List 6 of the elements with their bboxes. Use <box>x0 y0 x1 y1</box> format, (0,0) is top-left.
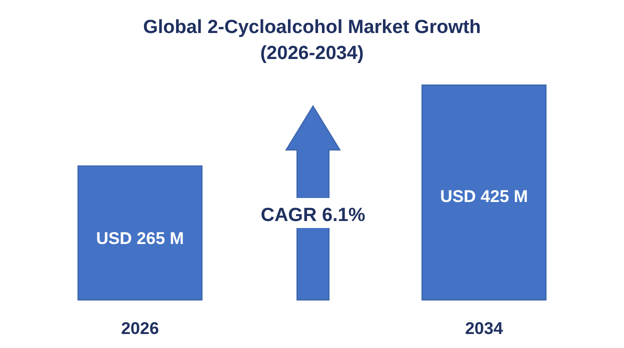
data-label: USD 425 M <box>440 187 528 206</box>
x-tick-label: 2034 <box>465 319 504 338</box>
annotation: CAGR 6.1% <box>260 205 366 226</box>
data-label: USD 265 M <box>96 228 184 248</box>
x-tick-label: 2026 <box>121 319 159 338</box>
chart-title: Global 2-Cycloalcohol Market Growth (2026-2034) <box>143 17 481 64</box>
